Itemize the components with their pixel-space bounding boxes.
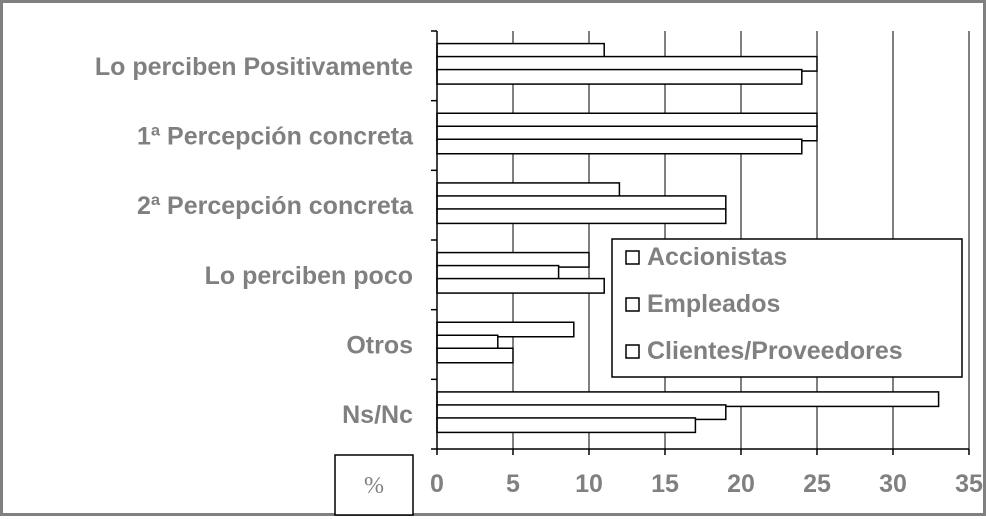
legend: Accionistas Empleados Clientes/Proveedores (611, 238, 963, 378)
bar (436, 138, 803, 155)
x-tick-label: 30 (879, 470, 907, 498)
category-label: 2ª Percepción concreta (137, 192, 414, 220)
legend-swatch (625, 297, 640, 312)
legend-label: Accionistas (647, 243, 787, 271)
legend-swatch (625, 344, 640, 359)
x-tick-label: 20 (727, 470, 755, 498)
category-label: Ns/Nc (342, 401, 413, 429)
legend-swatch (625, 250, 640, 265)
unit-box: % (334, 454, 414, 516)
category-label: Lo perciben Positivamente (95, 53, 413, 81)
bar (436, 277, 605, 294)
x-tick-label: 10 (575, 470, 603, 498)
x-tick-label: 25 (803, 470, 831, 498)
legend-box (611, 238, 963, 378)
bar (436, 208, 727, 225)
x-tick-label: 5 (506, 470, 520, 498)
category-label: Otros (346, 332, 413, 360)
bar (436, 68, 803, 85)
x-tick-label: 0 (430, 470, 444, 498)
category-label: Lo perciben poco (205, 262, 413, 290)
category-label: 1ª Percepción concreta (137, 123, 414, 151)
bar (436, 347, 514, 364)
category-labels: Lo perciben Positivamente 1ª Percepción c… (95, 53, 414, 429)
bar-chart: Lo perciben Positivamente 1ª Percepción c… (95, 30, 983, 516)
legend-label: Empleados (647, 290, 780, 318)
x-tick-label: 35 (955, 470, 983, 498)
unit-box-frame (334, 454, 414, 516)
bar (436, 417, 697, 434)
unit-label: % (364, 473, 384, 499)
legend-label: Clientes/Proveedores (647, 337, 903, 365)
bars (436, 42, 940, 434)
x-tick-label: 15 (651, 470, 679, 498)
x-tick-labels: 0 5 10 15 20 25 30 35 (430, 470, 983, 498)
axes (431, 30, 970, 455)
